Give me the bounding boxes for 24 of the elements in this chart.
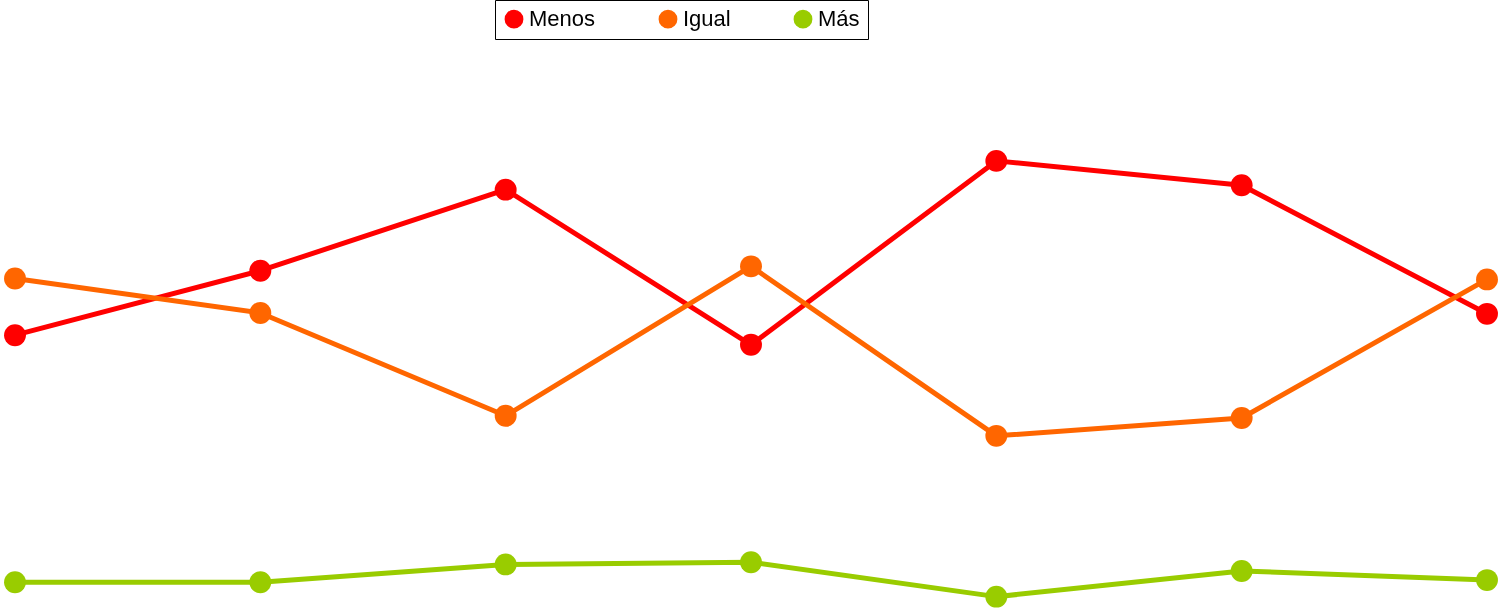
legend-label: Más bbox=[818, 6, 860, 32]
point bbox=[249, 302, 272, 324]
point bbox=[249, 259, 272, 282]
point bbox=[740, 255, 762, 278]
point bbox=[494, 178, 517, 201]
point bbox=[1230, 407, 1253, 429]
point bbox=[249, 571, 272, 594]
point bbox=[1476, 569, 1498, 592]
point bbox=[1230, 560, 1253, 582]
legend-label: Igual bbox=[683, 6, 731, 32]
point bbox=[494, 404, 517, 427]
point bbox=[1230, 174, 1253, 197]
point bbox=[1476, 302, 1498, 325]
point bbox=[4, 324, 26, 347]
point bbox=[494, 553, 517, 576]
point bbox=[985, 585, 1008, 608]
point bbox=[985, 149, 1008, 172]
legend-label: Menos bbox=[529, 6, 596, 32]
point bbox=[1476, 268, 1498, 291]
point bbox=[740, 333, 762, 356]
point bbox=[4, 571, 26, 594]
point bbox=[740, 551, 762, 574]
point bbox=[4, 267, 26, 290]
point bbox=[985, 424, 1008, 447]
